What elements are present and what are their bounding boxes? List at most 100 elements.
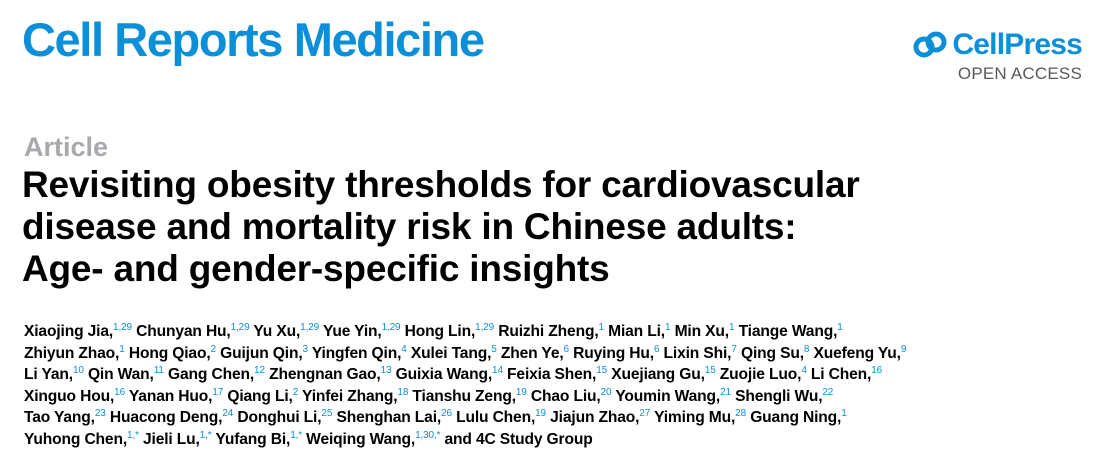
affiliation-marker[interactable]: 1,* <box>199 429 212 441</box>
affiliation-marker[interactable]: 9 <box>900 343 907 355</box>
author-name[interactable]: Qiang Li,2 <box>227 386 299 405</box>
publisher-brand: CellPress OPEN ACCESS <box>912 28 1083 84</box>
affiliation-marker[interactable]: 4 <box>401 343 407 355</box>
affiliation-marker[interactable]: 2 <box>292 386 299 398</box>
affiliation-marker[interactable]: 10 <box>72 365 84 376</box>
affiliation-marker[interactable]: 1,29 <box>381 322 401 333</box>
author-name[interactable]: Chunyan Hu,1,29 <box>136 322 250 341</box>
affiliation-marker[interactable]: 15 <box>596 365 608 376</box>
affiliation-marker[interactable]: 1,29 <box>475 322 495 333</box>
affiliation-marker[interactable]: 15 <box>704 365 716 376</box>
author-name[interactable]: Hong Qiao,2 <box>128 343 217 362</box>
author-name[interactable]: Lixin Shi,7 <box>663 343 737 362</box>
affiliation-marker[interactable]: 6 <box>563 343 570 355</box>
author-name[interactable]: Li Chen,16 <box>810 365 883 384</box>
affiliation-marker[interactable]: 12 <box>254 365 265 376</box>
affiliation-marker[interactable]: 19 <box>535 408 546 419</box>
affiliation-marker[interactable]: 1 <box>728 322 735 333</box>
author-name[interactable]: Zhen Ye,6 <box>500 343 570 362</box>
author-name[interactable]: Chao Liu,20 <box>530 386 612 405</box>
affiliation-marker[interactable]: 26 <box>441 408 452 419</box>
affiliation-marker[interactable]: 4 <box>801 365 807 376</box>
affiliation-marker[interactable]: 1 <box>841 408 847 419</box>
author-name[interactable]: Tao Yang,23 <box>24 408 106 427</box>
affiliation-marker[interactable]: 22 <box>822 386 834 398</box>
affiliation-marker[interactable]: 1,29 <box>230 322 250 333</box>
author-name[interactable]: Yu Xu,1,29 <box>253 322 320 341</box>
cellpress-logo-icon <box>913 31 947 58</box>
affiliation-marker[interactable]: 18 <box>397 386 409 398</box>
affiliation-marker[interactable]: 28 <box>735 408 746 419</box>
author-name[interactable]: Yue Yin,1,29 <box>322 322 401 341</box>
author-name[interactable]: Xiaojing Jia,1,29 <box>24 322 132 341</box>
author-name[interactable]: Xuefeng Yu,9 <box>813 343 907 362</box>
affiliation-marker[interactable]: 20 <box>600 386 612 398</box>
affiliation-marker[interactable]: 1,* <box>290 429 302 441</box>
affiliation-marker[interactable]: 1 <box>598 322 605 333</box>
author-name[interactable]: Huacong Deng,24 <box>109 408 234 427</box>
author-name[interactable]: Youmin Wang,21 <box>615 386 731 405</box>
author-name[interactable]: Gang Chen,12 <box>168 365 265 384</box>
author-name[interactable]: Shengli Wu,22 <box>735 386 834 405</box>
author-name[interactable]: Ruying Hu,6 <box>573 343 660 362</box>
author-name[interactable]: Yanan Huo,17 <box>128 386 224 405</box>
affiliation-marker[interactable]: 16 <box>871 365 883 376</box>
affiliation-marker[interactable]: 1 <box>119 343 125 355</box>
author-name[interactable]: Hong Lin,1,29 <box>404 322 495 341</box>
affiliation-marker[interactable]: 19 <box>515 386 527 398</box>
author-name[interactable]: Feixia Shen,15 <box>507 365 608 384</box>
affiliation-marker[interactable]: 1,29 <box>300 322 320 333</box>
author-name[interactable]: Tiange Wang,1 <box>738 322 843 341</box>
author-name[interactable]: Jieli Lu,1,* <box>143 429 212 448</box>
author-name[interactable]: Guixia Wang,14 <box>395 365 503 384</box>
author-name[interactable]: Lulu Chen,19 <box>456 408 546 427</box>
affiliation-marker[interactable]: 8 <box>803 343 810 355</box>
affiliation-marker[interactable]: 7 <box>731 343 737 355</box>
author-name[interactable]: Zhiyun Zhao,1 <box>24 343 125 362</box>
author-name[interactable]: Jiajun Zhao,27 <box>550 408 651 427</box>
affiliation-marker[interactable]: 14 <box>492 365 503 376</box>
affiliation-marker[interactable]: 24 <box>222 408 234 419</box>
affiliation-marker[interactable]: 1,30,* <box>415 429 441 441</box>
author-name[interactable]: and 4C Study Group <box>444 430 593 448</box>
affiliation-marker[interactable]: 2 <box>210 343 217 355</box>
author-name[interactable]: Yufang Bi,1,* <box>215 429 302 448</box>
author-name[interactable]: Zhengnan Gao,13 <box>269 365 392 384</box>
author-name[interactable]: Yiming Mu,28 <box>654 408 746 427</box>
author-name[interactable]: Guijun Qin,3 <box>220 343 309 362</box>
author-name[interactable]: Qing Su,8 <box>740 343 810 362</box>
author-list: Xiaojing Jia,1,29 Chunyan Hu,1,29 Yu Xu,… <box>24 321 1094 450</box>
affiliation-marker[interactable]: 16 <box>114 386 125 398</box>
affiliation-marker[interactable]: 1 <box>837 322 843 333</box>
author-name[interactable]: Weiqing Wang,1,30,* <box>306 429 441 448</box>
author-name[interactable]: Shenghan Lai,26 <box>336 408 452 427</box>
author-name[interactable]: Xulei Tang,5 <box>410 343 497 362</box>
author-name[interactable]: Tianshu Zeng,19 <box>412 386 527 405</box>
affiliation-marker[interactable]: 1,* <box>127 429 139 441</box>
author-name[interactable]: Zuojie Luo,4 <box>719 365 807 384</box>
author-name[interactable]: Xuejiang Gu,15 <box>611 365 716 384</box>
affiliation-marker[interactable]: 3 <box>302 343 309 355</box>
author-name[interactable]: Yuhong Chen,1,* <box>24 429 139 448</box>
author-name[interactable]: Yinfei Zhang,18 <box>302 386 409 405</box>
author-name[interactable]: Qin Wan,11 <box>87 365 164 384</box>
author-name[interactable]: Min Xu,1 <box>674 322 735 341</box>
affiliation-marker[interactable]: 25 <box>321 408 333 419</box>
author-name[interactable]: Li Yan,10 <box>24 365 84 384</box>
affiliation-marker[interactable]: 1,29 <box>113 322 132 333</box>
affiliation-marker[interactable]: 13 <box>380 365 392 376</box>
affiliation-marker[interactable]: 27 <box>639 408 651 419</box>
affiliation-marker[interactable]: 23 <box>94 408 106 419</box>
affiliation-marker[interactable]: 5 <box>491 343 497 355</box>
affiliation-marker[interactable]: 21 <box>720 386 731 398</box>
author-name[interactable]: Mian Li,1 <box>608 322 671 341</box>
author-name[interactable]: Guang Ning,1 <box>750 408 847 427</box>
author-name[interactable]: Ruizhi Zheng,1 <box>498 322 605 341</box>
author-name[interactable]: Xinguo Hou,16 <box>24 386 125 405</box>
affiliation-marker[interactable]: 17 <box>212 386 224 398</box>
affiliation-marker[interactable]: 6 <box>653 343 660 355</box>
affiliation-marker[interactable]: 1 <box>664 322 671 333</box>
author-name[interactable]: Yingfen Qin,4 <box>311 343 407 362</box>
affiliation-marker[interactable]: 11 <box>153 365 164 376</box>
author-name[interactable]: Donghui Li,25 <box>237 408 333 427</box>
